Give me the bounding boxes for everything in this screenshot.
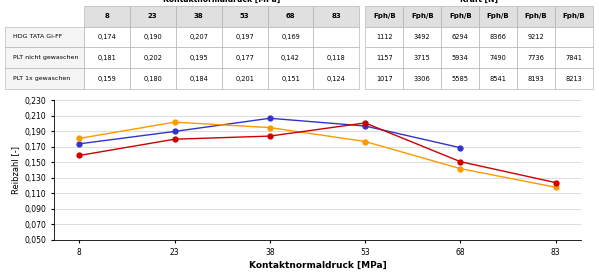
Line: HDG TATA Gi-FF: HDG TATA Gi-FF xyxy=(77,116,463,150)
PLT nicht gewaschen xyxy=(171,121,178,124)
PLT 1x gewaschen xyxy=(75,154,83,157)
Y-axis label: Reibzahl [-]: Reibzahl [-] xyxy=(11,146,20,194)
PLT 1x gewaschen xyxy=(266,134,273,138)
PLT nicht gewaschen xyxy=(75,137,83,140)
HDG TATA Gi-FF xyxy=(75,142,83,146)
PLT 1x gewaschen xyxy=(552,181,559,184)
PLT nicht gewaschen xyxy=(266,126,273,129)
PLT nicht gewaschen xyxy=(362,140,369,143)
PLT 1x gewaschen xyxy=(171,138,178,141)
X-axis label: Kontaktnormaldruck [MPa]: Kontaktnormaldruck [MPa] xyxy=(249,261,386,270)
PLT 1x gewaschen xyxy=(457,160,464,163)
PLT nicht gewaschen xyxy=(552,186,559,189)
HDG TATA Gi-FF xyxy=(362,124,369,128)
Text: Kontaktnormaldruck [MPa]: Kontaktnormaldruck [MPa] xyxy=(163,0,280,4)
PLT nicht gewaschen xyxy=(457,167,464,170)
Text: Kraft [N]: Kraft [N] xyxy=(460,0,498,4)
PLT 1x gewaschen xyxy=(362,121,369,125)
Line: PLT 1x gewaschen: PLT 1x gewaschen xyxy=(77,121,558,185)
Line: PLT nicht gewaschen: PLT nicht gewaschen xyxy=(77,120,558,190)
HDG TATA Gi-FF xyxy=(266,117,273,120)
HDG TATA Gi-FF xyxy=(457,146,464,149)
HDG TATA Gi-FF xyxy=(171,130,178,133)
